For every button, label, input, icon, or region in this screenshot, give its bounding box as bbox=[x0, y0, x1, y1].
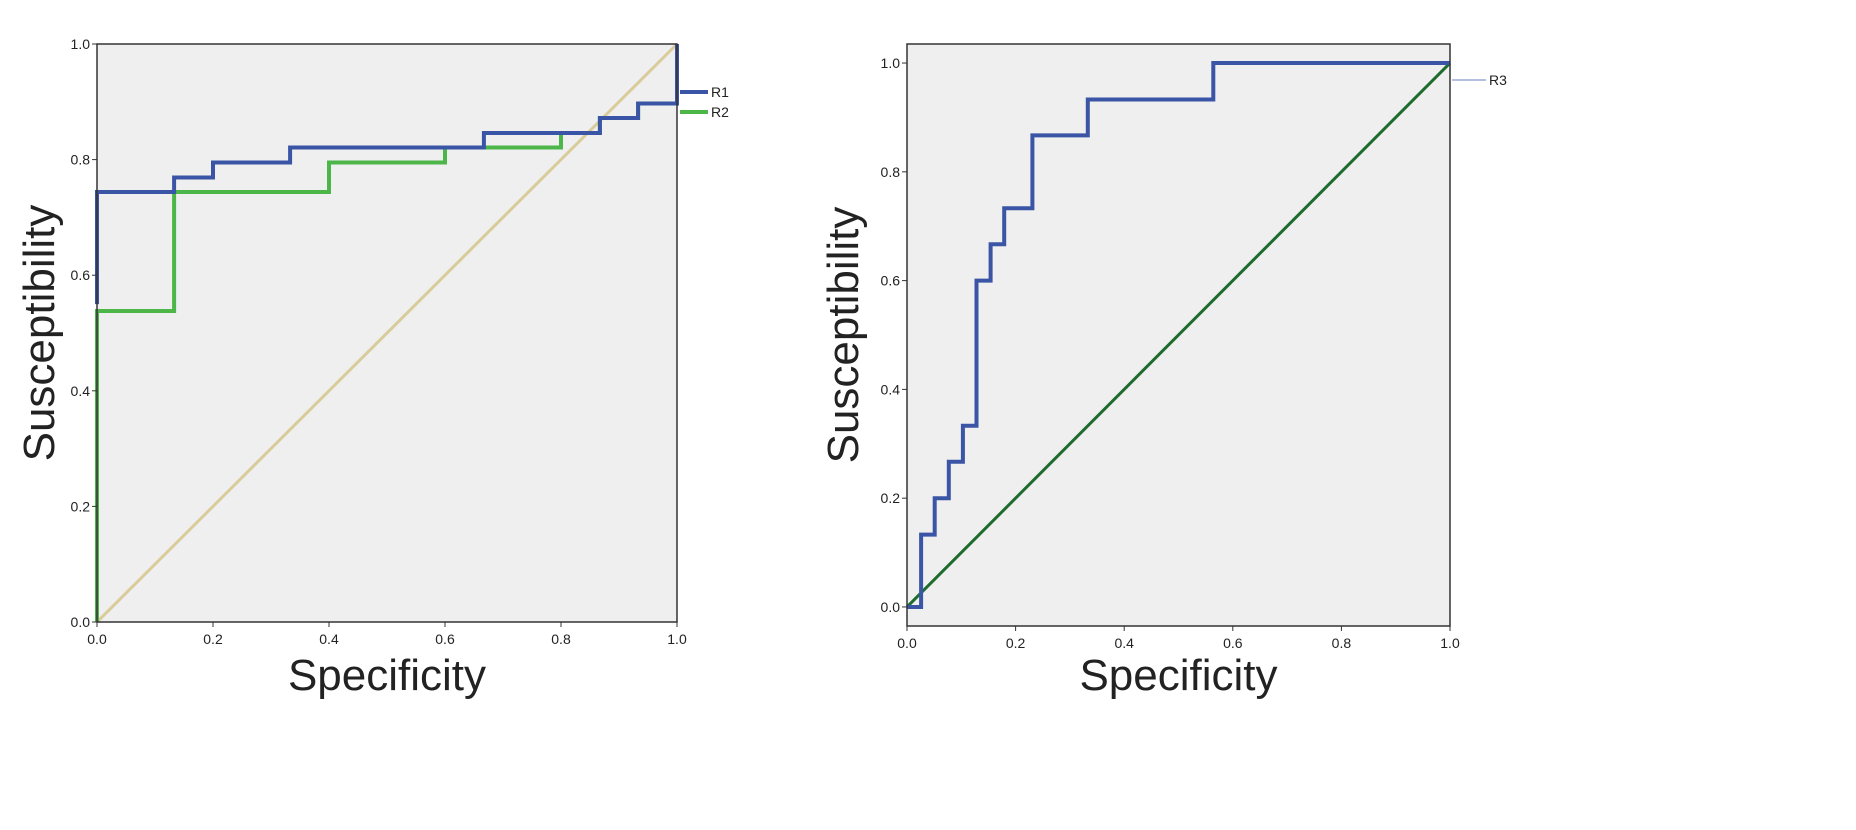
x-tick-label: 0.8 bbox=[1332, 635, 1352, 651]
legend-label-r3: R3 bbox=[1489, 72, 1507, 88]
x-axis-title: Specificity bbox=[1079, 651, 1277, 700]
y-axis-title: Susceptibility bbox=[15, 205, 64, 462]
x-tick-label: 0.4 bbox=[1114, 635, 1134, 651]
y-tick-label: 0.8 bbox=[71, 152, 91, 168]
y-tick-label: 1.0 bbox=[71, 36, 91, 52]
x-tick-label: 1.0 bbox=[667, 631, 687, 647]
y-tick-label: 0.4 bbox=[71, 383, 91, 399]
series-line-r3 bbox=[907, 61, 1450, 609]
y-tick-label: 0.4 bbox=[881, 381, 901, 397]
plot-frame bbox=[96, 43, 678, 623]
y-axis-title: Susceptibility bbox=[819, 207, 868, 464]
x-tick-label: 1.0 bbox=[1440, 635, 1460, 651]
roc-chart-left: 0.0 0.2 0.4 0.6 0.8 1.0 0.0 0.2 0.4 0.6 0.8 1.0 Spec… bbox=[15, 36, 729, 700]
y-tick-label: 0.2 bbox=[881, 490, 901, 506]
x-tick-label: 0.4 bbox=[319, 631, 339, 647]
x-tick-label: 0.0 bbox=[897, 635, 917, 651]
x-axis-title: Specificity bbox=[288, 651, 486, 700]
legend-label-r1: R1 bbox=[711, 84, 729, 100]
x-tick-label: 0.2 bbox=[1006, 635, 1026, 651]
y-tick-label: 0.8 bbox=[881, 164, 901, 180]
x-tick-label: 0.2 bbox=[203, 631, 223, 647]
y-tick-label: 0.0 bbox=[881, 599, 901, 615]
y-tick-label: 0.2 bbox=[71, 498, 91, 514]
reference-diagonal-line bbox=[95, 42, 679, 624]
x-tick-label: 0.0 bbox=[87, 631, 107, 647]
roc-chart-right: 0.0 0.2 0.4 0.6 0.8 1.0 0.0 0.2 0.4 0.6 0.8 1.0 Spec… bbox=[819, 43, 1507, 700]
plot-frame bbox=[906, 43, 1451, 627]
series-line-r1 bbox=[95, 44, 679, 305]
y-tick-label: 0.6 bbox=[71, 267, 91, 283]
y-tick-label: 0.6 bbox=[881, 273, 901, 289]
y-tick-label: 1.0 bbox=[881, 55, 901, 71]
legend-label-r2: R2 bbox=[711, 104, 729, 120]
x-tick-label: 0.6 bbox=[435, 631, 455, 647]
x-tick-label: 0.6 bbox=[1223, 635, 1243, 651]
x-tick-label: 0.8 bbox=[551, 631, 571, 647]
y-tick-label: 0.0 bbox=[71, 614, 91, 630]
reference-diagonal-line bbox=[905, 61, 1452, 609]
